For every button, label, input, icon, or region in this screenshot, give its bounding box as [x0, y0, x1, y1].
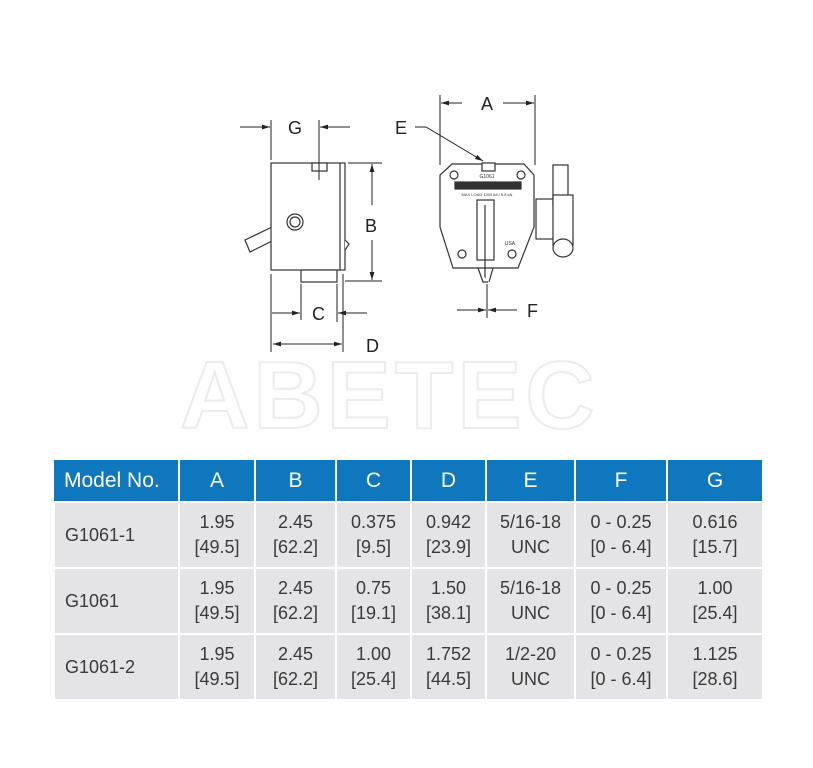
value-mm: [49.5]: [194, 537, 240, 557]
dim-label-e: E: [395, 118, 407, 138]
dimension-cell: 1.95 [49.5]: [178, 501, 256, 569]
value-inch: 5/16-18: [499, 578, 562, 598]
dimension-cell: 1.95 [49.5]: [178, 567, 256, 635]
value-inch: 1.95: [199, 512, 235, 532]
front-view: [439, 162, 574, 283]
value-mm: [25.4]: [350, 669, 397, 689]
dim-label-c: C: [312, 304, 325, 324]
value-mm: [0 - 6.4]: [590, 537, 652, 557]
value-mm: [9.5]: [355, 537, 392, 557]
table-row: G1061 1.95 [49.5] 2.45 [62.2] 0.75 [19.1] 1.50 […: [53, 567, 764, 635]
value-inch: 0 - 0.25: [590, 578, 652, 598]
value-mm: UNC: [511, 603, 550, 623]
dim-label-d: D: [366, 336, 379, 356]
value-inch: 1.95: [199, 578, 235, 598]
value-mm: [49.5]: [194, 603, 240, 623]
value-mm: [25.4]: [692, 603, 738, 623]
value-inch: 0 - 0.25: [590, 512, 652, 532]
value-mm: [62.2]: [272, 603, 319, 623]
value-mm: [62.2]: [272, 669, 319, 689]
value-mm: UNC: [511, 669, 550, 689]
plate-origin-text: USA: [505, 241, 516, 247]
dimension-cell: 5/16-18 UNC: [485, 501, 576, 569]
table-header-row: Model No. A B C D E F G: [54, 460, 764, 502]
value-inch: 2.45: [277, 644, 314, 664]
dimension-cell: 0 - 0.25 [0 - 6.4]: [574, 567, 668, 635]
value-mm: [62.2]: [272, 537, 319, 557]
value-mm: [0 - 6.4]: [590, 669, 652, 689]
model-cell: G1061: [53, 567, 180, 635]
value-inch: 5/16-18: [499, 512, 562, 532]
dimension-cell: 2.45 [62.2]: [254, 567, 337, 635]
plate-model-text: G1061: [479, 174, 494, 180]
value-inch: 0.375: [350, 512, 397, 532]
value-inch: 2.45: [277, 578, 314, 598]
dim-label-g: G: [288, 118, 302, 138]
value-inch: 1.50: [430, 578, 467, 598]
dimension-cell: 0.942 [23.9]: [410, 501, 487, 569]
model-cell: G1061-2: [53, 633, 180, 701]
header-c: C: [336, 460, 412, 502]
value-mm: [28.6]: [692, 669, 738, 689]
dimension-lines: [240, 95, 536, 352]
dim-label-f: F: [527, 301, 538, 321]
dimension-cell: 2.45 [62.2]: [254, 501, 337, 569]
value-mm: [0 - 6.4]: [590, 603, 652, 623]
value-inch: 1.00: [697, 578, 733, 598]
value-mm: [49.5]: [194, 669, 240, 689]
dimension-cell: 1.125 [28.6]: [666, 633, 764, 701]
dimension-cell: 1.00 [25.4]: [666, 567, 764, 635]
dim-label-b: B: [365, 216, 377, 236]
value-inch: 0.942: [425, 512, 472, 532]
value-inch: 1.752: [425, 644, 472, 664]
header-f: F: [575, 460, 668, 502]
value-inch: 1/2-20: [504, 644, 557, 664]
dimension-cell: 0.75 [19.1]: [335, 567, 412, 635]
value-mm: [23.9]: [425, 537, 472, 557]
value-mm: [15.7]: [692, 537, 738, 557]
plate-load-text: MAX LOAD 1300 lbf / 5.8 kN: [462, 192, 513, 197]
header-model: Model No.: [54, 460, 180, 502]
side-view: [244, 162, 350, 283]
dimension-cell: 1.95 [49.5]: [178, 633, 256, 701]
value-inch: 1.125: [692, 644, 738, 664]
table-row: G1061-1 1.95 [49.5] 2.45 [62.2] 0.375 [9.5] 0.9…: [53, 501, 764, 569]
value-inch: 0.75: [355, 578, 392, 598]
watermark-logo: ABETEC: [180, 342, 599, 449]
value-mm: UNC: [511, 537, 550, 557]
value-mm: [38.1]: [425, 603, 472, 623]
header-d: D: [411, 460, 487, 502]
dimension-cell: 1/2-20 UNC: [485, 633, 576, 701]
value-mm: [19.1]: [350, 603, 397, 623]
dimension-cell: 1.50 [38.1]: [410, 567, 487, 635]
dim-label-a: A: [481, 94, 493, 114]
value-inch: 1.00: [355, 644, 392, 664]
header-b: B: [255, 460, 337, 502]
model-cell: G1061-1: [53, 501, 180, 569]
table-row: G1061-2 1.95 [49.5] 2.45 [62.2] 1.00 [25.4] 1.7…: [53, 633, 764, 701]
dimension-cell: 0 - 0.25 [0 - 6.4]: [574, 501, 668, 569]
dimension-cell: 1.752 [44.5]: [410, 633, 487, 701]
dimension-cell: 1.00 [25.4]: [335, 633, 412, 701]
dimension-cell: 2.45 [62.2]: [254, 633, 337, 701]
dimension-cell: 0.375 [9.5]: [335, 501, 412, 569]
value-inch: 0 - 0.25: [590, 644, 652, 664]
dimensions-table: Model No. A B C D E F G G1061-1 1.95 [49.5…: [53, 460, 764, 701]
header-g: G: [667, 460, 764, 502]
header-e: E: [486, 460, 576, 502]
dimension-cell: 0.616 [15.7]: [666, 501, 764, 569]
value-inch: 2.45: [277, 512, 314, 532]
header-a: A: [179, 460, 256, 502]
value-mm: [44.5]: [425, 669, 472, 689]
dimension-cell: 5/16-18 UNC: [485, 567, 576, 635]
value-inch: 1.95: [199, 644, 235, 664]
value-inch: 0.616: [692, 512, 738, 532]
dimension-cell: 0 - 0.25 [0 - 6.4]: [574, 633, 668, 701]
